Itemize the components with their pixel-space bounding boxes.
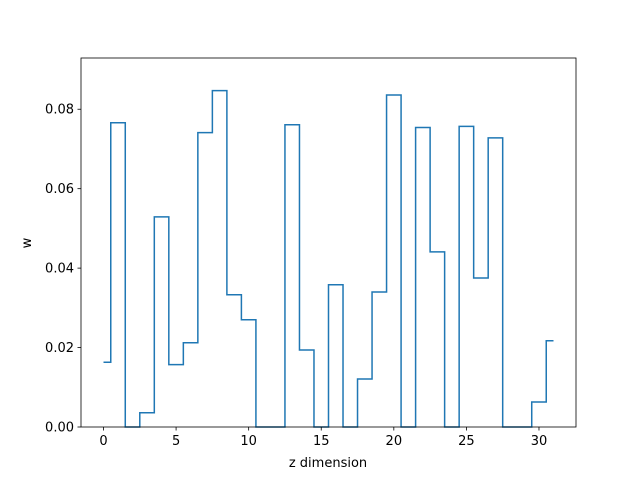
x-axis-label: z dimension: [289, 456, 367, 471]
plot-area: [80, 57, 577, 428]
y-axis: 0.00 0.02 0.04 0.06 0.08: [45, 103, 81, 436]
plot-frame: [80, 57, 577, 428]
y-tick-label: 0.08: [45, 103, 74, 118]
y-tick-label: 0.02: [45, 341, 74, 356]
y-tick-label: 0.00: [45, 421, 74, 436]
series-line-0: [103, 89, 554, 428]
x-axis: 0 5 10 15 20 25 30: [99, 427, 547, 449]
y-tick-label: 0.04: [45, 262, 74, 277]
x-tick-label: 25: [458, 434, 475, 449]
x-tick-label: 20: [386, 434, 403, 449]
y-axis-label: w: [20, 237, 35, 248]
y-tick-label: 0.06: [45, 182, 74, 197]
x-tick-label: 5: [172, 434, 180, 449]
x-tick-label: 30: [531, 434, 548, 449]
x-tick-label: 10: [240, 434, 257, 449]
x-tick-label: 0: [99, 434, 107, 449]
x-tick-label: 15: [313, 434, 330, 449]
